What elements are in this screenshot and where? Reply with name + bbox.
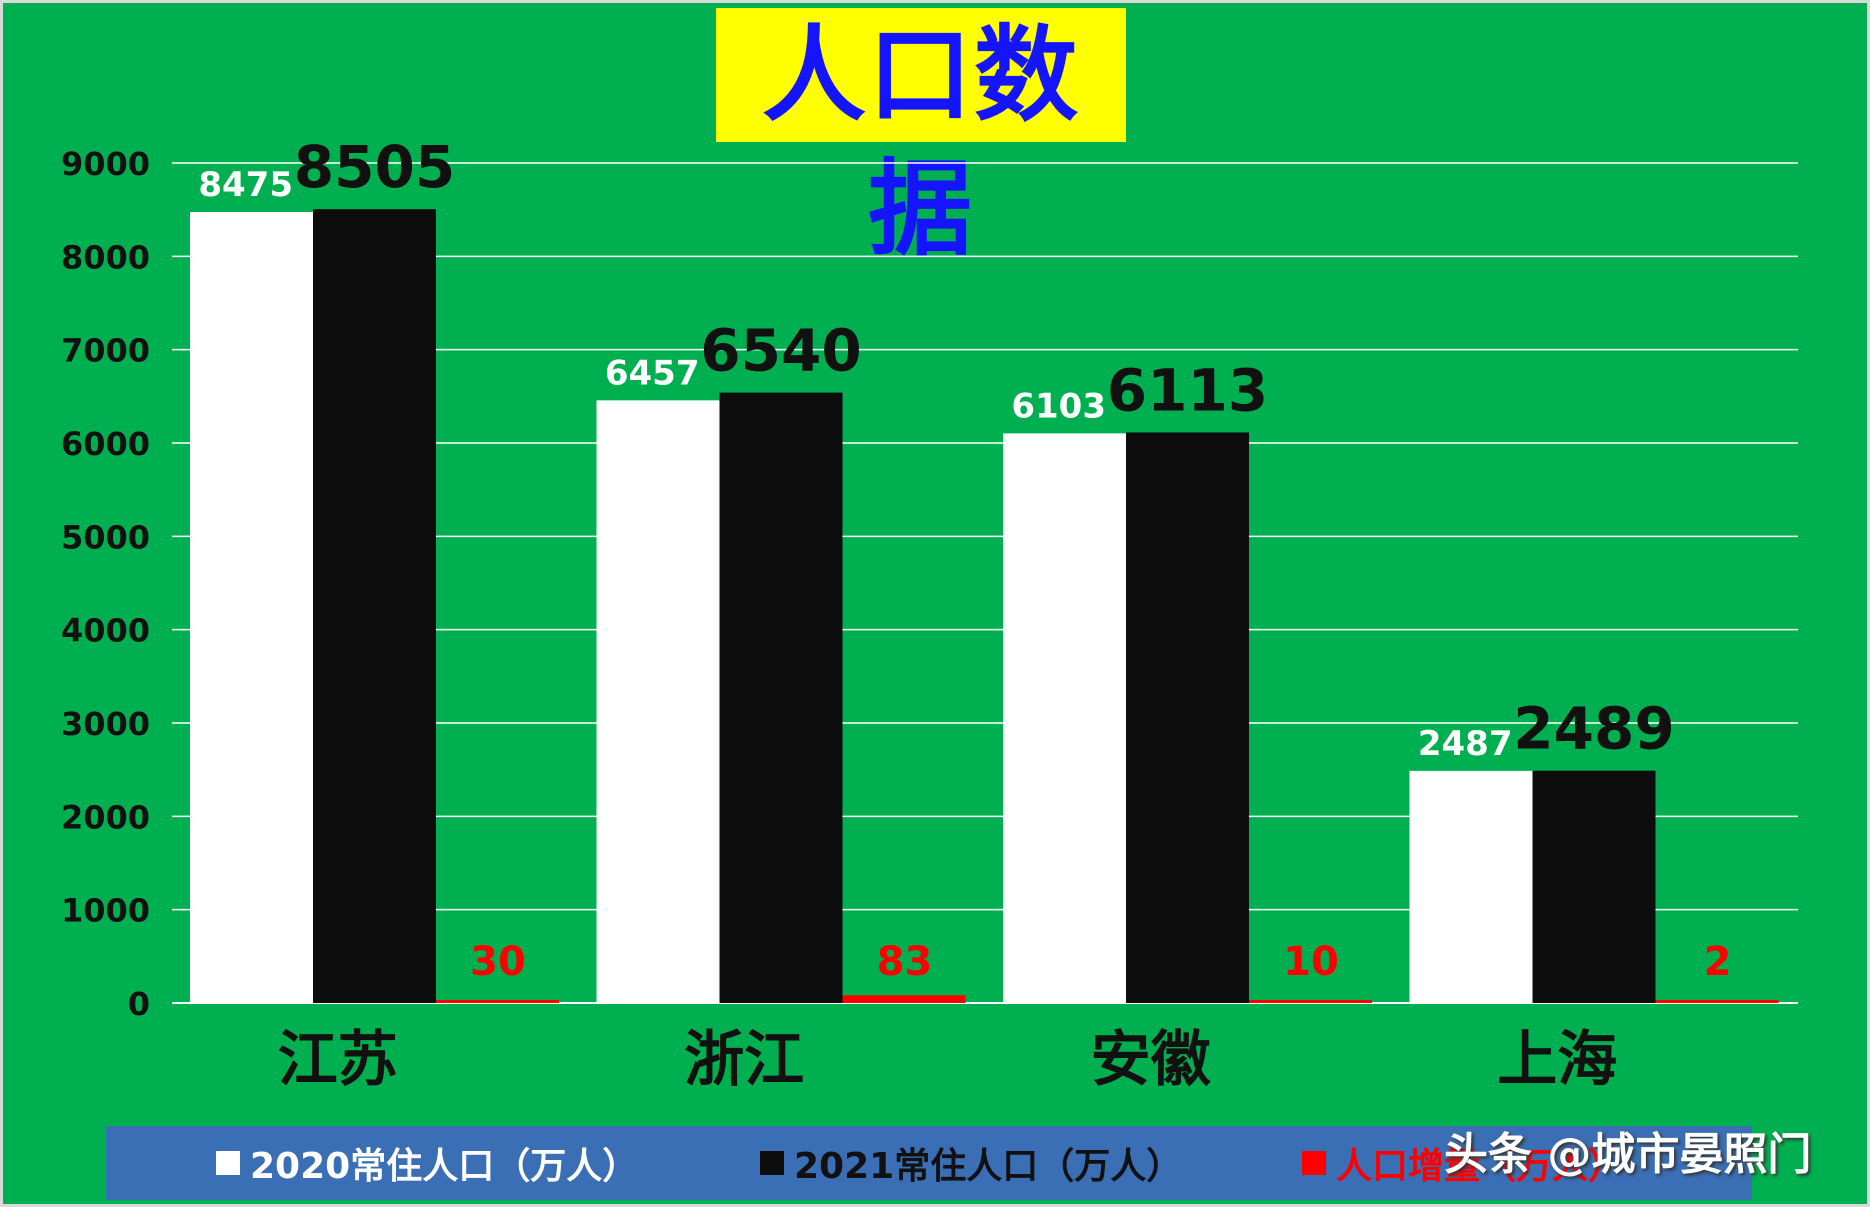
bar-上海-series-2	[1655, 1000, 1779, 1003]
legend-item-2021: 2021常住人口（万人）	[760, 1126, 1182, 1200]
y-tick-label-2000: 2000	[61, 798, 150, 836]
data-labels: 8475 8505 30 6457 6540 83 6103 6113 10 2487 2489 2	[198, 133, 1731, 985]
legend-swatch-2020	[216, 1151, 240, 1175]
y-tick-label-8000: 8000	[61, 238, 150, 276]
data-label-上海-series-1: 2489	[1513, 695, 1674, 763]
bar-江苏-series-0	[190, 212, 313, 1003]
y-tick-label-6000: 6000	[61, 425, 150, 463]
legend: 2020常住人口（万人） 2021常住人口（万人） 人口增量（万人）	[106, 1126, 1752, 1200]
data-label-浙江-series-2: 83	[877, 939, 933, 985]
y-tick-label-9000: 9000	[61, 145, 150, 183]
y-tick-label-3000: 3000	[61, 705, 150, 743]
legend-label-2020: 2020常住人口（万人）	[250, 1146, 639, 1187]
x-tick-label-上海: 上海	[1497, 1025, 1617, 1095]
legend-swatch-2021	[760, 1151, 784, 1175]
y-tick-label-5000: 5000	[61, 518, 150, 556]
y-tick-label-4000: 4000	[61, 612, 150, 650]
data-label-安徽-series-1: 6113	[1107, 356, 1268, 424]
y-tick-label-0: 0	[128, 985, 150, 1023]
bar-江苏-series-2	[436, 1000, 559, 1003]
y-axis-tick-labels: 0 1000 2000 3000 4000 5000 6000 7000 8000 9000	[61, 145, 150, 1023]
x-tick-label-江苏: 江苏	[278, 1025, 398, 1095]
legend-item-2020: 2020常住人口（万人）	[216, 1126, 638, 1200]
bar-安徽-series-1	[1126, 432, 1249, 1003]
bar-安徽-series-0	[1003, 433, 1126, 1003]
bar-浙江-series-0	[596, 400, 720, 1003]
data-label-浙江-series-0: 6457	[605, 353, 700, 393]
x-tick-label-安徽: 安徽	[1091, 1025, 1212, 1095]
y-tick-label-7000: 7000	[61, 332, 150, 370]
bar-江苏-series-1	[313, 209, 436, 1003]
legend-label-increase: 人口增量（万人）	[1336, 1146, 1625, 1187]
watermark-text: 头条 @城市晏照门	[1444, 1129, 1812, 1180]
legend-item-increase: 人口增量（万人）	[1302, 1126, 1624, 1200]
legend-swatch-increase	[1302, 1151, 1326, 1175]
bar-上海-series-0	[1409, 770, 1533, 1003]
bar-上海-series-1	[1532, 770, 1656, 1003]
data-label-江苏-series-1: 8505	[294, 133, 455, 201]
legend-label-2021: 2021常住人口（万人）	[794, 1146, 1183, 1187]
data-label-上海-series-2: 2	[1704, 939, 1732, 985]
bar-安徽-series-2	[1249, 1000, 1372, 1003]
chart-title: 人口数据	[716, 8, 1126, 270]
bar-浙江-series-1	[719, 392, 843, 1004]
x-tick-label-浙江: 浙江	[684, 1025, 804, 1095]
x-axis-tick-labels: 江苏 浙江 安徽 上海	[278, 1025, 1617, 1095]
data-label-浙江-series-1: 6540	[700, 317, 861, 385]
data-label-上海-series-0: 2487	[1418, 724, 1513, 764]
bar-浙江-series-2	[842, 995, 966, 1003]
data-label-江苏-series-0: 8475	[198, 165, 293, 205]
bars	[190, 209, 1779, 1004]
data-label-安徽-series-0: 6103	[1011, 386, 1106, 426]
data-label-安徽-series-2: 10	[1283, 939, 1339, 985]
data-label-江苏-series-2: 30	[470, 939, 526, 985]
y-tick-label-1000: 1000	[61, 892, 150, 930]
